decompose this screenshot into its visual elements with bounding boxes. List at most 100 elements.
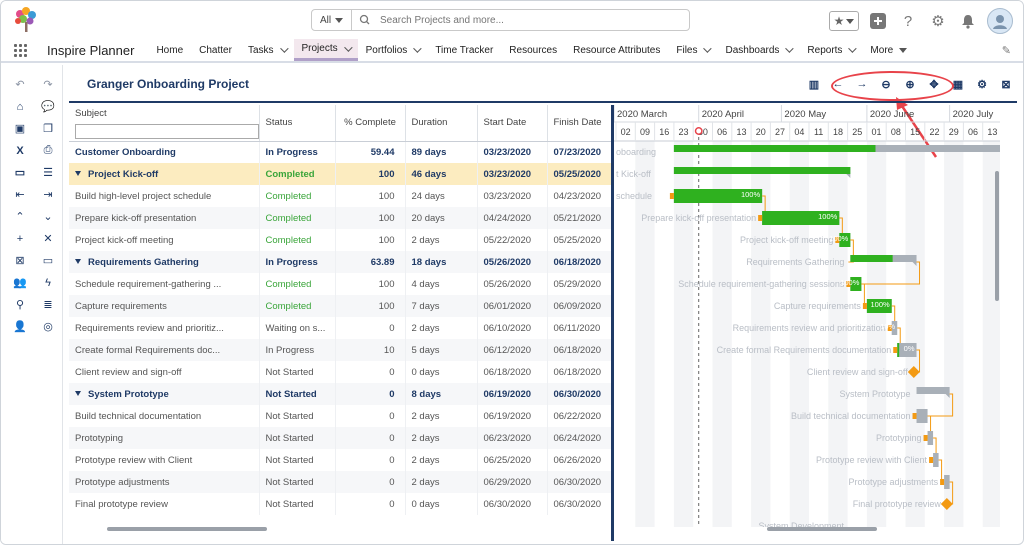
cell-duration[interactable]: 8 days	[405, 383, 478, 405]
cell-duration[interactable]: 2 days	[405, 317, 478, 339]
cell-subject[interactable]: Build technical documentation	[69, 405, 260, 427]
undo-icon[interactable]: ↶	[15, 79, 25, 91]
cell-subject[interactable]: Project Kick-off	[69, 163, 260, 185]
table-row[interactable]: Build high-level project schedule Complet…	[69, 185, 611, 207]
expand-icon[interactable]: ⌄	[43, 211, 53, 223]
cell-start[interactable]: 03/23/2020	[477, 163, 548, 185]
save-icon[interactable]: ▣	[14, 123, 26, 135]
subject-filter-input[interactable]	[75, 124, 259, 139]
cell-start[interactable]: 03/23/2020	[477, 141, 548, 163]
cell-pct[interactable]: 100	[335, 273, 406, 295]
chevron-down-icon[interactable]	[343, 42, 353, 52]
cell-finish[interactable]: 05/25/2020	[547, 229, 611, 251]
cell-pct[interactable]: 0	[335, 493, 406, 515]
cell-duration[interactable]: 0 days	[405, 361, 478, 383]
list-view-icon[interactable]: ≣	[43, 299, 53, 311]
favorites-button[interactable]: ★	[829, 11, 859, 31]
cell-start[interactable]: 06/25/2020	[477, 449, 548, 471]
cell-pct[interactable]: 100	[335, 295, 406, 317]
cell-status[interactable]: Waiting on s...	[259, 317, 336, 339]
table-row[interactable]: Prototype adjustments Not Started 0 2 days 0…	[69, 471, 611, 493]
copy-icon[interactable]: ❐	[43, 123, 53, 135]
cell-pct[interactable]: 0	[335, 361, 406, 383]
cell-status[interactable]: Not Started	[259, 361, 336, 383]
cell-subject[interactable]: Prepare kick-off presentation	[69, 207, 260, 229]
cell-subject[interactable]: Prototyping	[69, 427, 260, 449]
cell-duration[interactable]: 2 days	[405, 427, 478, 449]
cell-subject[interactable]: Build high-level project schedule	[69, 185, 260, 207]
table-row[interactable]: Create formal Requirements doc... In Prog…	[69, 339, 611, 361]
expand-toggle-icon[interactable]	[75, 259, 81, 265]
nav-tab-time-tracker[interactable]: Time Tracker	[427, 39, 501, 61]
cell-pct[interactable]: 100	[335, 207, 406, 229]
table-row[interactable]: Client review and sign-off Not Started 0 0 …	[69, 361, 611, 383]
cell-finish[interactable]: 06/18/2020	[547, 361, 611, 383]
cell-pct[interactable]: 0	[335, 405, 406, 427]
table-row[interactable]: Final prototype review Not Started 0 0 days…	[69, 493, 611, 515]
cell-finish[interactable]: 06/26/2020	[547, 449, 611, 471]
cell-pct[interactable]: 0	[335, 383, 406, 405]
chevron-down-icon[interactable]	[899, 47, 908, 53]
cell-duration[interactable]: 2 days	[405, 405, 478, 427]
cell-finish[interactable]: 05/29/2020	[547, 273, 611, 295]
cell-status[interactable]: Not Started	[259, 449, 336, 471]
cell-duration[interactable]: 5 days	[405, 339, 478, 361]
pin-icon[interactable]: ⚲	[15, 299, 25, 311]
table-row[interactable]: Prototype review with Client Not Started 0…	[69, 449, 611, 471]
search-scope-dropdown[interactable]: All	[312, 10, 352, 30]
cell-duration[interactable]: 2 days	[405, 449, 478, 471]
grid-horizontal-scrollbar[interactable]	[107, 527, 267, 531]
expand-toggle-icon[interactable]	[75, 391, 81, 397]
column-header-duration[interactable]: Duration	[405, 105, 478, 142]
nav-tab-files[interactable]: Files	[668, 39, 717, 61]
cell-pct[interactable]: 63.89	[335, 251, 406, 273]
delete-icon[interactable]: ✕	[43, 233, 53, 245]
home-icon[interactable]: ⌂	[16, 100, 24, 113]
cell-start[interactable]: 05/26/2020	[477, 273, 548, 295]
cell-finish[interactable]: 04/23/2020	[547, 185, 611, 207]
nav-tab-chatter[interactable]: Chatter	[191, 39, 240, 61]
table-row[interactable]: Requirements review and prioritiz... Wait…	[69, 317, 611, 339]
cell-start[interactable]: 06/19/2020	[477, 383, 548, 405]
table-row[interactable]: Project kick-off meeting Completed 100 2 da…	[69, 229, 611, 251]
close-x-icon[interactable]: ⊠	[15, 255, 25, 267]
column-header-status[interactable]: Status	[259, 105, 336, 142]
cell-start[interactable]: 04/24/2020	[477, 207, 548, 229]
chevron-down-icon[interactable]	[703, 44, 713, 53]
cell-subject[interactable]: Prototype review with Client	[69, 449, 260, 471]
monitor-icon[interactable]: ▭	[42, 255, 54, 267]
search-input[interactable]	[374, 10, 689, 30]
calendar-icon[interactable]: ▦	[952, 78, 964, 91]
cell-start[interactable]: 06/18/2020	[477, 361, 548, 383]
collapse-icon[interactable]: ⌃	[15, 211, 25, 223]
cell-pct[interactable]: 100	[335, 185, 406, 207]
help-icon[interactable]: ?	[903, 12, 913, 30]
table-row[interactable]: Prepare kick-off presentation Completed 10…	[69, 207, 611, 229]
comment-icon[interactable]: 💬	[41, 101, 55, 113]
cell-subject[interactable]: Prototype adjustments	[69, 471, 260, 493]
cell-status[interactable]: Completed	[259, 273, 336, 295]
cell-finish[interactable]: 06/30/2020	[547, 471, 611, 493]
column-header-subject[interactable]: Subject	[69, 105, 260, 142]
cell-status[interactable]: Completed	[259, 207, 336, 229]
add-user-icon[interactable]: 👤	[13, 321, 27, 333]
nav-tab-resource-attributes[interactable]: Resource Attributes	[565, 39, 668, 61]
redo-icon[interactable]: ↷	[43, 79, 53, 91]
edit-nav-pencil-icon[interactable]: ✎	[1001, 44, 1011, 57]
cell-pct[interactable]: 100	[335, 229, 406, 251]
cell-pct[interactable]: 0	[335, 471, 406, 493]
cell-status[interactable]: Not Started	[259, 427, 336, 449]
cell-pct[interactable]: 0	[335, 427, 406, 449]
nav-tab-portfolios[interactable]: Portfolios	[358, 39, 428, 61]
table-row[interactable]: Customer Onboarding In Progress 59.44 89 da…	[69, 141, 611, 163]
cell-subject[interactable]: Project kick-off meeting	[69, 229, 260, 251]
lightning-icon[interactable]: ϟ	[45, 276, 51, 289]
cell-status[interactable]: Not Started	[259, 383, 336, 405]
settings-icon[interactable]: ⚙	[977, 78, 987, 91]
chevron-down-icon[interactable]	[848, 44, 858, 53]
cell-pct[interactable]: 0	[335, 317, 406, 339]
table-row[interactable]: Capture requirements Completed 100 7 days 06…	[69, 295, 611, 317]
cell-subject[interactable]: Final prototype review	[69, 493, 260, 515]
column-header-start-date[interactable]: Start Date	[477, 105, 548, 142]
cell-start[interactable]: 06/01/2020	[477, 295, 548, 317]
